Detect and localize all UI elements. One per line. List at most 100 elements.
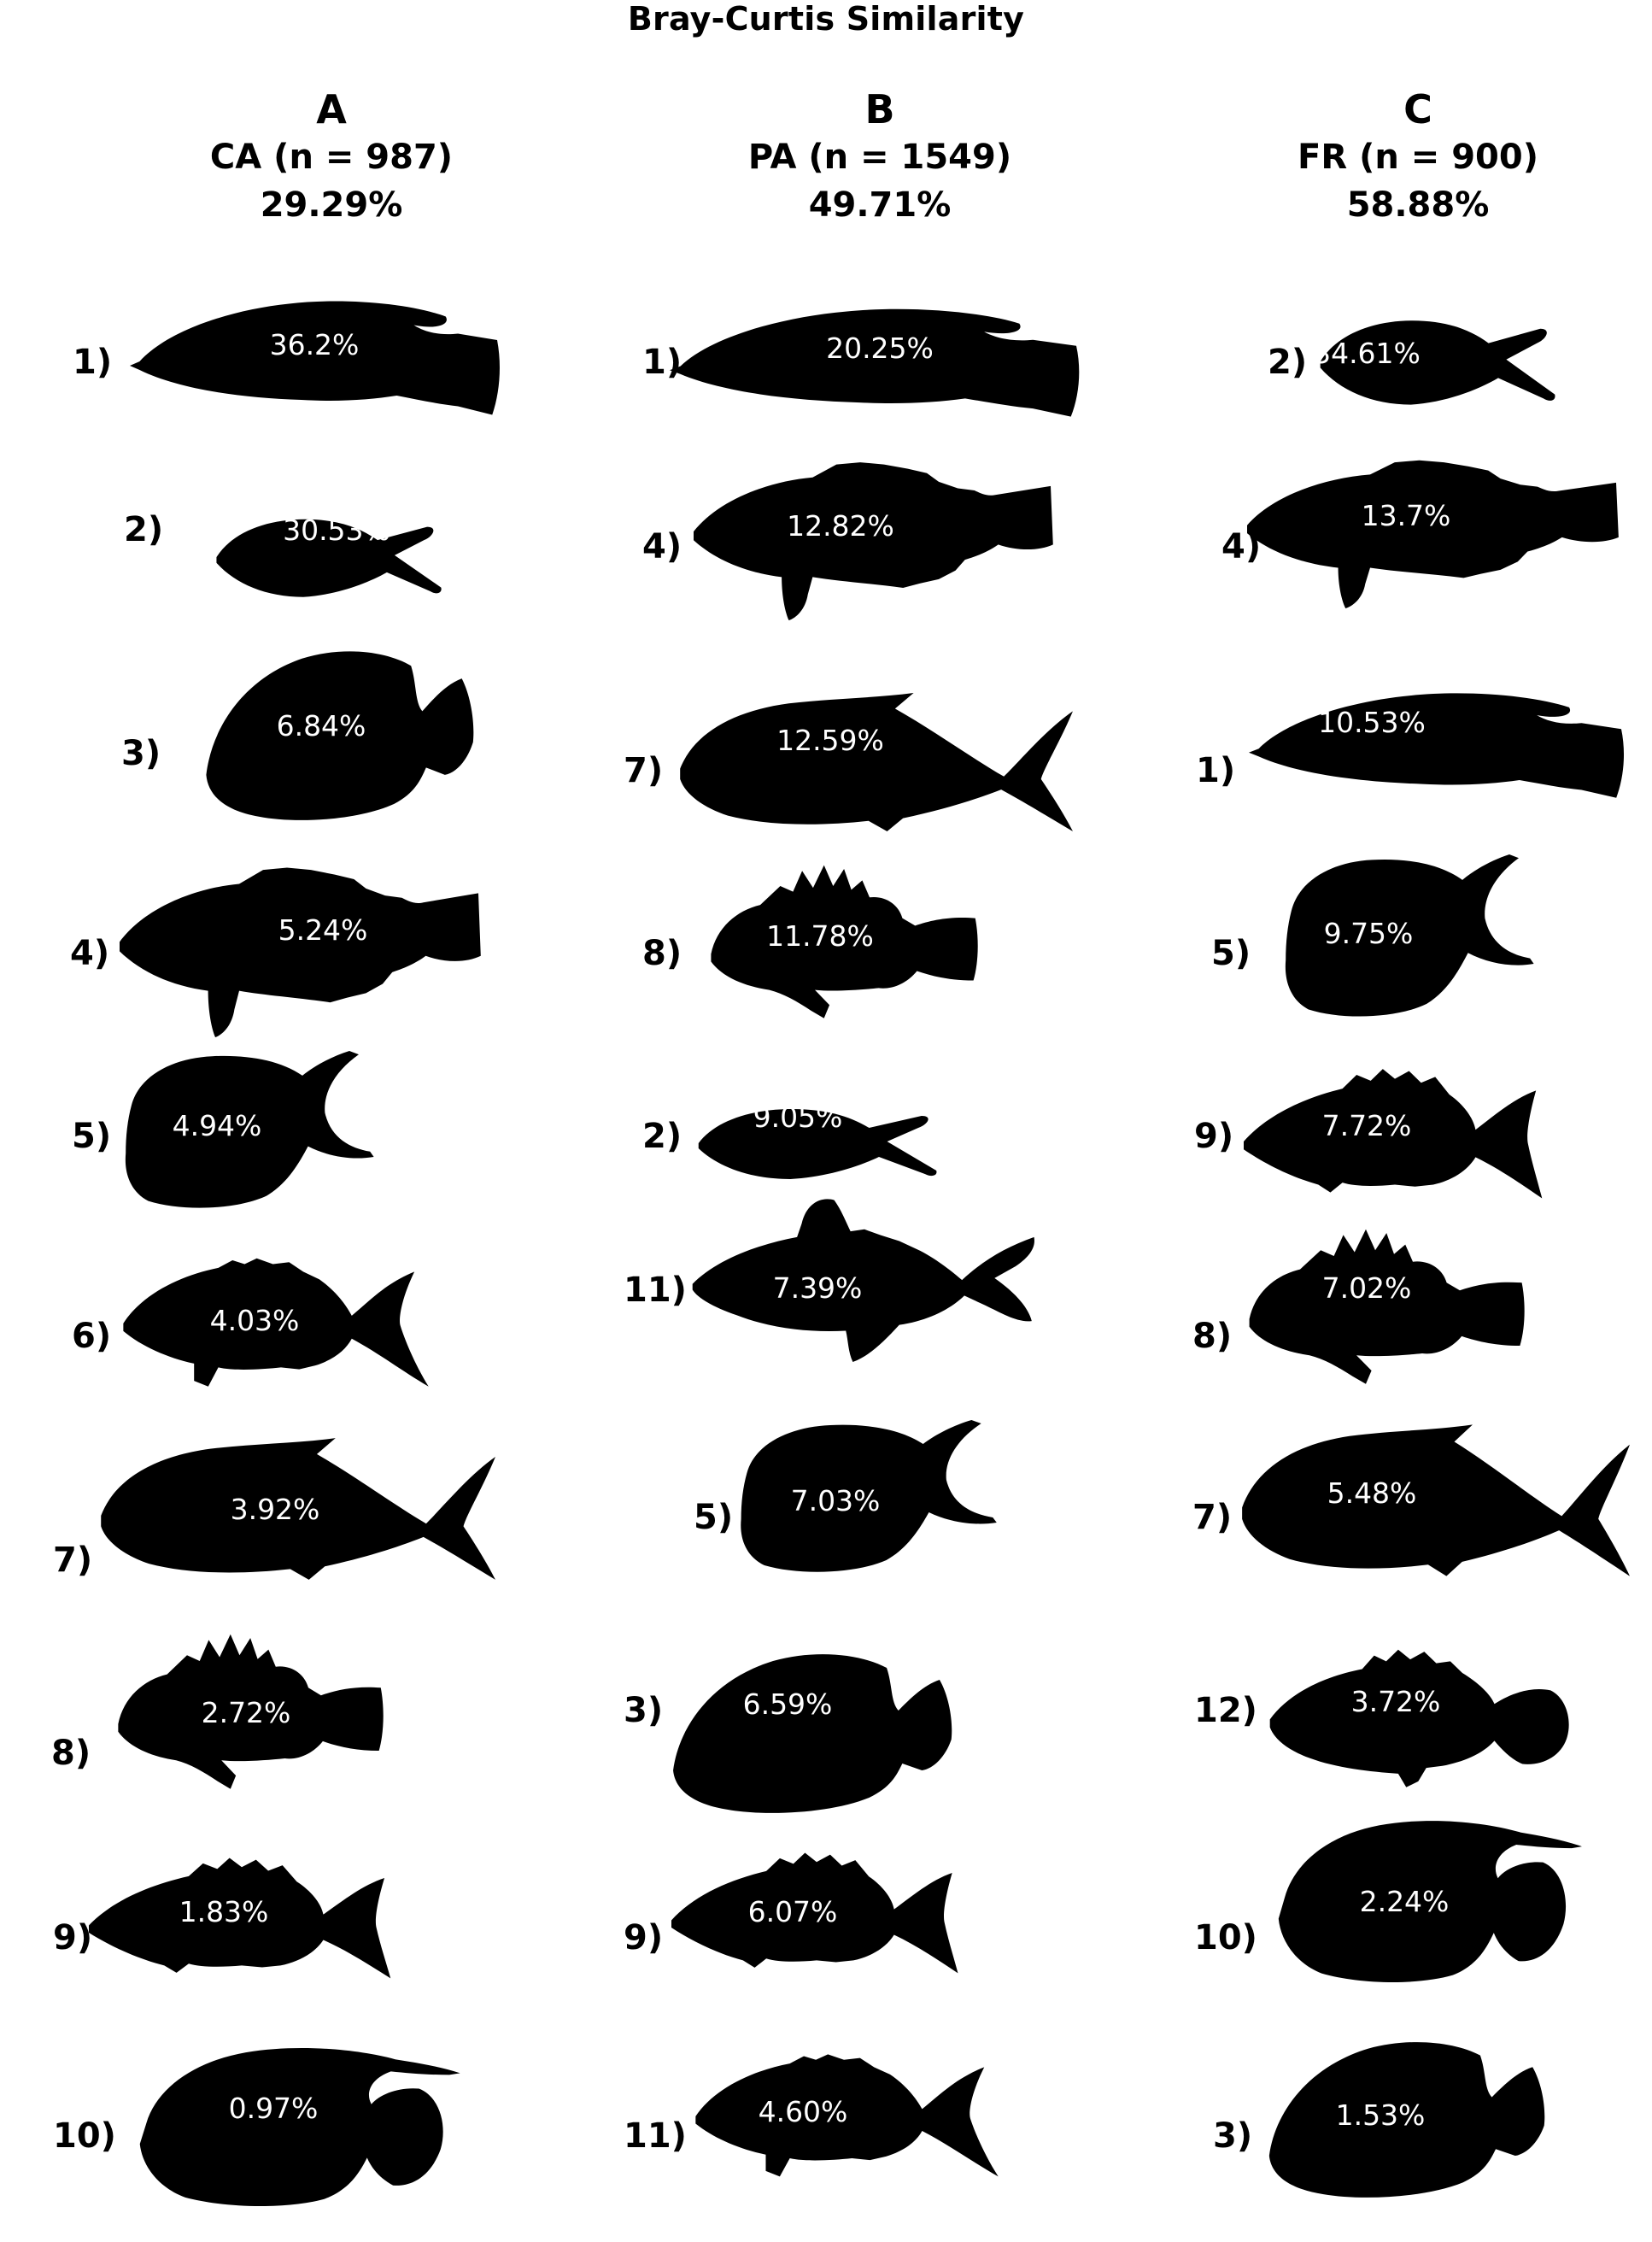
contribution-percent-label: 7.39% (772, 1271, 863, 1305)
contribution-percent-label: 9.05% (753, 1100, 843, 1134)
contribution-percent-label: 4.60% (758, 2095, 848, 2128)
grunt-fish-icon (123, 1258, 429, 1387)
species-rank-label: 5) (694, 1498, 734, 1537)
deep-body-fish-icon (206, 651, 474, 820)
species-rank-label: 1) (73, 343, 113, 382)
contribution-percent-label: 13.7% (1361, 499, 1451, 532)
species-rank-label: 11) (624, 2116, 687, 2156)
damselfish-icon (1269, 1649, 1569, 1787)
column-letter: B (864, 86, 895, 132)
contribution-percent-label: 1.83% (179, 1895, 269, 1928)
species-rank-label: 9) (624, 1918, 664, 1957)
contribution-percent-label: 7.02% (1321, 1271, 1412, 1305)
perch-fish-icon (1244, 1069, 1543, 1199)
spiny-dorsal-fish-icon (694, 462, 1053, 620)
angelfish-icon (1278, 1821, 1582, 1983)
contribution-percent-label: 4.94% (172, 1109, 262, 1142)
species-rank-label: 7) (53, 1541, 93, 1580)
contribution-percent-label: 6.59% (742, 1687, 833, 1721)
species-rank-label: 3) (1213, 2116, 1253, 2156)
species-rank-label: 9) (1194, 1117, 1234, 1156)
elongate-fish-icon (670, 308, 1080, 417)
species-rank-label: 8) (1192, 1317, 1233, 1356)
species-rank-label: 1) (1196, 751, 1236, 790)
jack-fish-icon (680, 693, 1073, 831)
column-similarity: 58.88% (1346, 185, 1490, 225)
spiny-dorsal-fish-icon (120, 867, 481, 1037)
jack-fish-icon (101, 1438, 496, 1580)
column-subtitle: FR (n = 900) (1298, 138, 1538, 177)
slender-forktail-fish-icon (698, 1109, 937, 1179)
jack-fish-icon (1242, 1424, 1630, 1576)
contribution-percent-label: 9.75% (1323, 917, 1414, 950)
column-header-c: C FR (n = 900) 58.88% (1119, 85, 1652, 229)
scorpionfish-icon (711, 865, 978, 1018)
column-letter: A (316, 86, 347, 132)
species-rank-label: 5) (72, 1117, 112, 1156)
contribution-percent-label: 10.53% (1318, 706, 1426, 739)
contribution-percent-label: 6.07% (747, 1895, 838, 1928)
contribution-percent-label: 34.61% (1313, 337, 1421, 370)
species-rank-label: 9) (53, 1918, 93, 1957)
contribution-percent-label: 4.03% (209, 1304, 300, 1337)
column-letter: C (1403, 86, 1432, 132)
species-rank-label: 7) (624, 751, 664, 790)
surgeonfish-icon (741, 1420, 997, 1572)
species-rank-label: 3) (624, 1691, 664, 1730)
contribution-percent-label: 7.03% (790, 1484, 881, 1517)
species-rank-label: 7) (1192, 1498, 1233, 1537)
species-rank-label: 11) (624, 1271, 687, 1310)
species-rank-label: 6) (72, 1317, 112, 1356)
scorpionfish-icon (1249, 1229, 1525, 1384)
species-rank-label: 2) (124, 510, 164, 549)
contribution-percent-label: 36.2% (269, 328, 360, 361)
slender-forktail-fish-icon (216, 519, 442, 597)
contribution-percent-label: 20.25% (826, 332, 934, 365)
species-rank-label: 10) (53, 2116, 116, 2156)
contribution-percent-label: 11.78% (766, 919, 874, 953)
column-similarity: 29.29% (260, 185, 403, 225)
angelfish-icon (139, 2048, 460, 2207)
figure-title: Bray-Curtis Similarity (627, 0, 1025, 38)
species-rank-label: 2) (642, 1117, 682, 1156)
contribution-percent-label: 7.72% (1321, 1109, 1412, 1142)
column-header-b: B PA (n = 1549) 49.71% (581, 85, 1179, 229)
species-rank-label: 4) (642, 527, 682, 566)
species-rank-label: 12) (1194, 1691, 1257, 1730)
species-rank-label: 1) (642, 343, 682, 382)
species-rank-label: 5) (1211, 934, 1251, 973)
column-header-a: A CA (n = 987) 29.29% (32, 85, 630, 229)
column-subtitle: CA (n = 987) (209, 138, 454, 177)
contribution-percent-label: 5.48% (1327, 1476, 1417, 1510)
contribution-percent-label: 1.53% (1335, 2098, 1426, 2132)
contribution-percent-label: 0.97% (228, 2092, 319, 2125)
species-rank-label: 8) (642, 934, 682, 973)
scorpionfish-icon (118, 1634, 384, 1789)
elongate-fish-icon (130, 301, 500, 415)
species-rank-label: 4) (1221, 527, 1262, 566)
species-rank-label: 4) (70, 934, 110, 973)
spiny-dorsal-fish-icon (1247, 460, 1619, 608)
grunt-fish-icon (695, 2054, 999, 2177)
column-subtitle: PA (n = 1549) (747, 138, 1012, 177)
perch-fish-icon (89, 1858, 391, 1979)
contribution-percent-label: 30.53% (283, 514, 390, 547)
column-similarity: 49.71% (808, 185, 952, 225)
contribution-percent-label: 3.92% (230, 1493, 320, 1526)
contribution-percent-label: 12.82% (787, 509, 894, 543)
slender-forktail-fish-icon (1320, 320, 1555, 405)
contribution-percent-label: 6.84% (276, 709, 366, 742)
species-rank-label: 3) (121, 734, 161, 773)
deep-body-fish-icon (1268, 2042, 1545, 2198)
snapper-fish-icon (692, 1199, 1034, 1362)
surgeonfish-icon (125, 1051, 374, 1208)
deep-body-fish-icon (673, 1654, 952, 1813)
contribution-percent-label: 12.59% (776, 724, 884, 757)
contribution-percent-label: 3.72% (1350, 1685, 1441, 1718)
contribution-percent-label: 2.72% (201, 1696, 291, 1729)
contribution-percent-label: 5.24% (278, 913, 368, 947)
contribution-percent-label: 2.24% (1359, 1885, 1450, 1918)
surgeonfish-icon (1285, 854, 1534, 1017)
species-rank-label: 10) (1194, 1918, 1257, 1957)
perch-fish-icon (671, 1852, 958, 1974)
